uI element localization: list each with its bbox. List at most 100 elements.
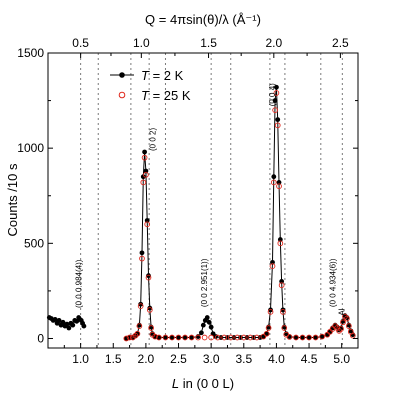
legend-var-2k: T (141, 68, 150, 83)
point-2k (66, 325, 72, 331)
point-25k (253, 334, 260, 341)
point-2k (143, 168, 149, 174)
point-25k (175, 334, 182, 341)
x-tick-label: 4.5 (301, 352, 318, 366)
point-25k (338, 326, 344, 332)
x-ticks: 1.0 1.5 2.0 2.5 3.0 3.5 4.0 4.5 5.0 (63, 343, 350, 366)
point-2k (52, 317, 58, 322)
point-25k (126, 334, 133, 341)
point-25k (146, 307, 153, 313)
x-tick-label: 1.0 (72, 352, 89, 366)
point-25k (281, 325, 288, 331)
point-2k (138, 301, 144, 307)
point-2k (142, 149, 147, 155)
point-2k (272, 98, 278, 103)
point-2k (147, 305, 153, 311)
point-25k (182, 334, 188, 341)
point-25k (134, 330, 141, 337)
point-25k (139, 255, 145, 262)
point-25k (162, 334, 169, 341)
point-2k (198, 330, 204, 336)
point-2k (182, 335, 188, 340)
point-25k (145, 274, 152, 281)
top-tick-label: 2.5 (332, 36, 349, 50)
series-line-2k (126, 87, 354, 339)
point-2k (139, 250, 145, 256)
point-25k (346, 323, 352, 329)
point-25k (137, 303, 144, 309)
point-2k (146, 273, 151, 279)
point-25k (272, 107, 278, 113)
x-tick-label: 2.0 (138, 352, 155, 366)
x-axis-title-rest: in (0 0 L) (179, 376, 234, 391)
point-2k (140, 174, 146, 180)
point-25k (140, 179, 147, 186)
point-25k (319, 333, 325, 340)
top-axis-title: Q = 4πsin(θ)/λ (Å⁻¹) (145, 12, 261, 27)
point-25k (267, 308, 274, 315)
x-axis-title: L in (0 0 L) (172, 376, 234, 391)
point-2k (276, 180, 282, 185)
legend: T = 2 K T = 25 K (110, 68, 191, 103)
point-2k (204, 315, 210, 320)
annotation-peak: (0 0 2.951(1)) (200, 258, 209, 307)
legend-var-25k: T (141, 88, 150, 103)
point-25k (201, 334, 208, 341)
point-2k (319, 334, 325, 339)
annotation-peak: (0 0 0.984(4)) (75, 259, 84, 308)
point-2k (306, 335, 312, 340)
point-25k (273, 90, 280, 96)
y-tick-label: 1500 (17, 46, 44, 60)
point-25k (286, 334, 293, 340)
point-25k (169, 334, 175, 341)
point-25k (306, 334, 312, 341)
point-25k (188, 334, 195, 341)
y-tick-label: 0 (37, 331, 44, 345)
point-2k (270, 259, 275, 265)
point-25k (148, 325, 154, 331)
point-25k (270, 179, 277, 186)
x-tick-label: 2.5 (170, 352, 187, 366)
top-tick-label: 2.0 (265, 36, 282, 50)
annotation-peak: (0 0 2) (148, 128, 157, 151)
point-25k (293, 334, 299, 341)
legend-label-25k: T = 25 K (141, 88, 191, 103)
point-25k (143, 171, 149, 178)
x-tick-label: 1.5 (105, 352, 122, 366)
legend-rest-25k: = 25 K (149, 88, 191, 103)
point-2k (275, 117, 281, 123)
point-25k (208, 334, 215, 341)
point-2k (144, 218, 150, 223)
point-2k (176, 335, 181, 340)
point-25k (312, 334, 319, 341)
x-tick-label: 4.0 (268, 352, 285, 366)
point-2k (200, 322, 206, 328)
point-2k (60, 319, 66, 325)
top-ticks: 0.5 1.0 1.5 2.0 2.5 (72, 36, 349, 58)
legend-label-2k: T = 2 K (141, 68, 184, 83)
x-axis-title-variable: L (172, 376, 179, 391)
point-2k (169, 335, 175, 340)
point-25k (276, 183, 282, 190)
top-tick-label: 0.5 (72, 36, 89, 50)
top-tick-label: 1.0 (133, 36, 150, 50)
point-2k (189, 335, 194, 340)
point-25k (156, 334, 162, 341)
point-2k (279, 278, 285, 284)
point-25k (221, 334, 228, 341)
point-25k (195, 334, 201, 341)
point-25k (136, 323, 143, 329)
point-2k (81, 323, 87, 329)
annotation-peak: (0 0 4) (268, 83, 277, 106)
point-25k (340, 319, 346, 326)
x-tick-label: 3.0 (203, 352, 220, 366)
series-layer (46, 84, 356, 342)
annotation-al: Al (338, 308, 347, 315)
y-tick-label: 1000 (17, 141, 44, 155)
point-25k (144, 221, 151, 228)
y-tick-label: 500 (24, 236, 44, 250)
annotation-peak: (0 0 4.934(6)) (329, 258, 338, 307)
point-2k (313, 335, 318, 340)
point-2k (300, 335, 305, 340)
